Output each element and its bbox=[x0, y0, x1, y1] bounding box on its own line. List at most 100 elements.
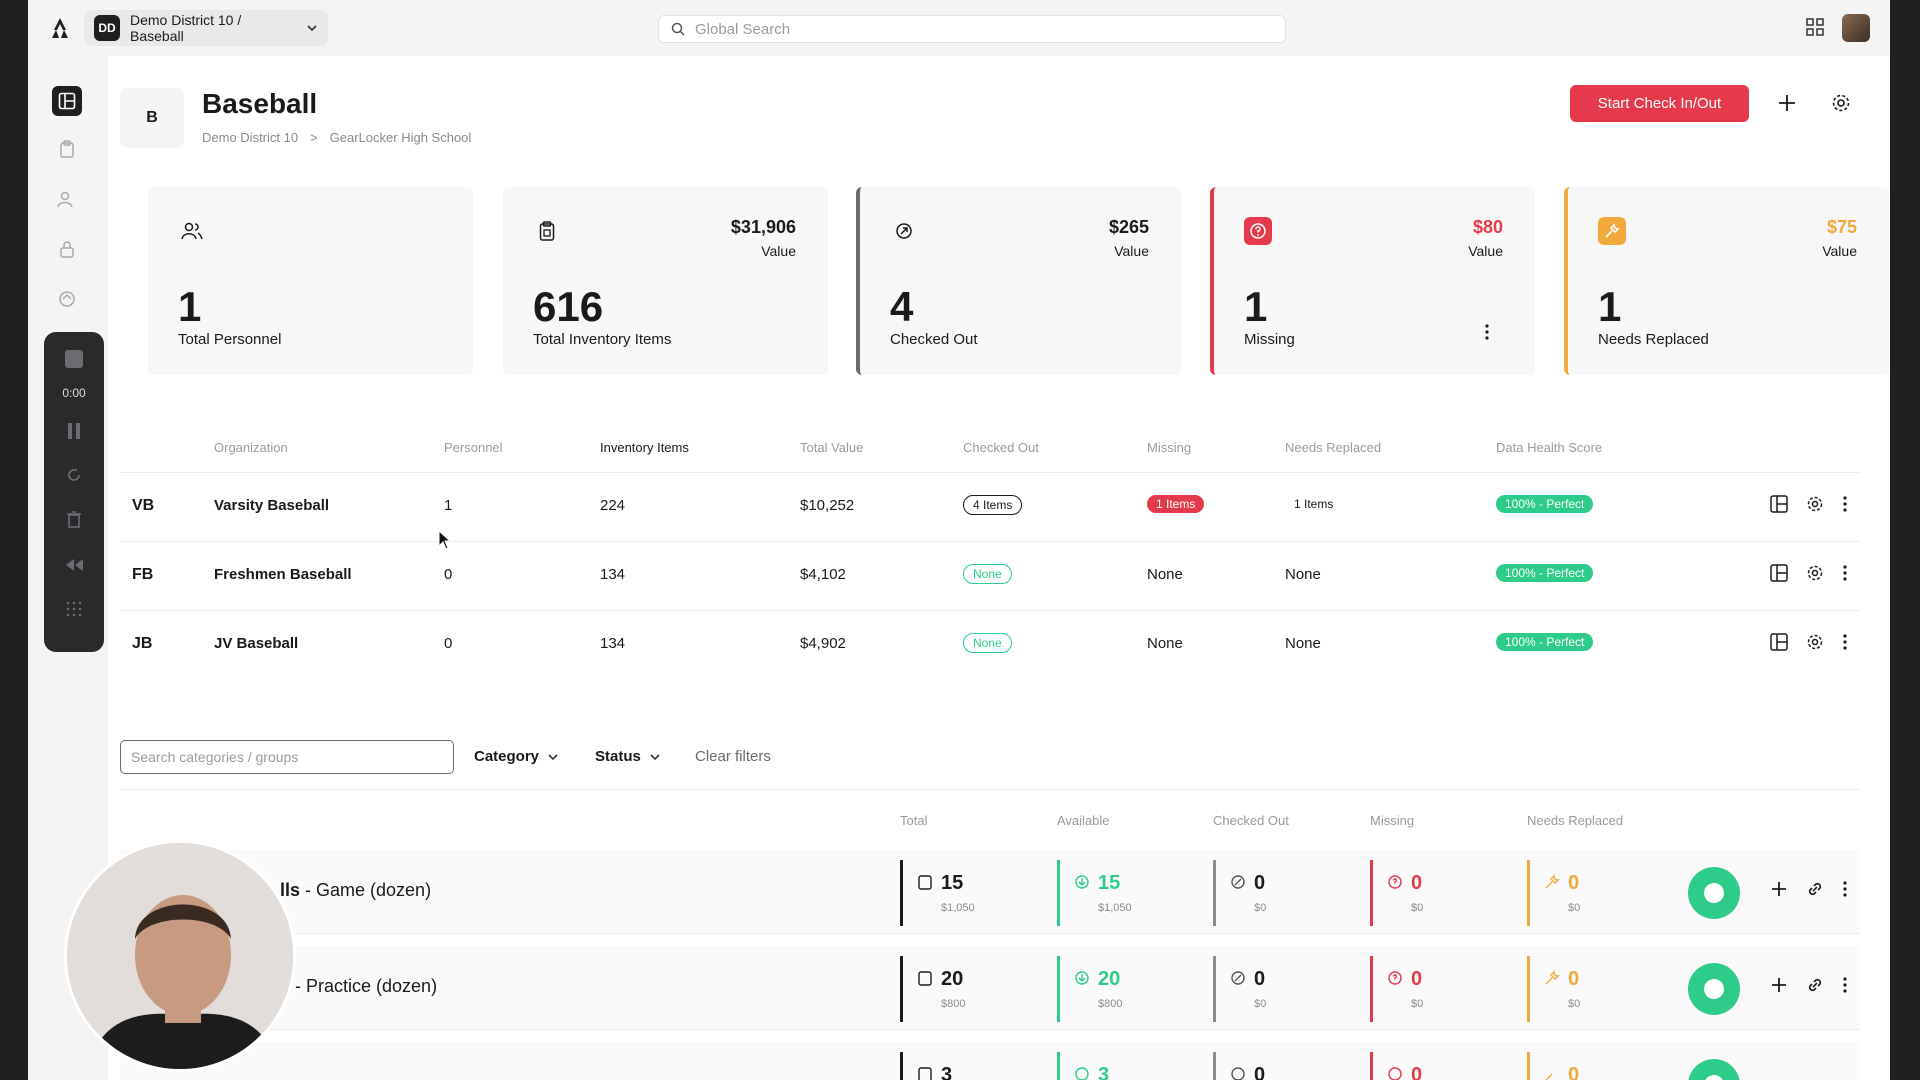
dashboard-icon[interactable] bbox=[1770, 564, 1788, 582]
status-dropdown[interactable]: Status bbox=[595, 748, 661, 765]
kebab-menu-icon[interactable] bbox=[1484, 323, 1490, 341]
kebab-menu-icon[interactable] bbox=[1842, 880, 1848, 898]
clear-filters-link[interactable]: Clear filters bbox=[695, 748, 771, 765]
pause-icon[interactable] bbox=[44, 422, 104, 440]
table-row[interactable]: VB Varsity Baseball 1 224 $10,252 4 Item… bbox=[120, 472, 1860, 540]
kebab-menu-icon[interactable] bbox=[1842, 564, 1848, 582]
kebab-menu-icon[interactable] bbox=[1842, 633, 1848, 651]
org-name[interactable]: JV Baseball bbox=[214, 635, 299, 652]
logo-icon[interactable] bbox=[48, 16, 72, 40]
category-dropdown[interactable]: Category bbox=[474, 748, 559, 765]
dashboard-icon[interactable] bbox=[52, 86, 82, 116]
col-needs-replaced[interactable]: Needs Replaced bbox=[1285, 440, 1382, 455]
org-switcher-label: Demo District 10 / Baseball bbox=[130, 12, 242, 44]
group-name-rest: - Practice (dozen) bbox=[290, 976, 438, 996]
stat-value: $800 bbox=[1098, 998, 1123, 1010]
trash-icon[interactable] bbox=[44, 510, 104, 528]
table-row[interactable]: JB JV Baseball 0 134 $4,902 None None No… bbox=[120, 610, 1860, 678]
stat-count: 0 bbox=[1254, 968, 1266, 990]
col-checked-out: Checked Out bbox=[1213, 813, 1289, 828]
rewind-icon[interactable] bbox=[44, 558, 104, 572]
kebab-menu-icon[interactable] bbox=[1842, 976, 1848, 994]
gear-icon[interactable] bbox=[1806, 495, 1824, 513]
stat-money-label: Value bbox=[761, 243, 796, 259]
global-search-input[interactable]: Global Search bbox=[658, 15, 1286, 43]
stat-value: $0 bbox=[1254, 998, 1267, 1010]
stat-card-inventory[interactable]: $31,906 Value 616 Total Inventory Items bbox=[503, 187, 828, 375]
group-row[interactable]: 3 3 0 0 0 bbox=[120, 1042, 1860, 1080]
breadcrumb-school[interactable]: GearLocker High School bbox=[329, 130, 472, 145]
check-in-out-icon[interactable] bbox=[52, 284, 82, 314]
link-icon[interactable] bbox=[1806, 880, 1824, 898]
missing-question-icon bbox=[1388, 875, 1402, 889]
checked-out-badge[interactable]: 4 Items bbox=[963, 495, 1023, 515]
group-name-bold: lls bbox=[280, 880, 301, 900]
available-icon bbox=[1075, 971, 1089, 985]
stat-card-personnel[interactable]: 1 Total Personnel bbox=[148, 187, 473, 375]
checked-out-badge[interactable]: None bbox=[963, 633, 1012, 653]
link-icon[interactable] bbox=[1806, 976, 1824, 994]
org-switcher[interactable]: DD Demo District 10 / Baseball bbox=[84, 10, 328, 46]
stat-card-checked-out[interactable]: $265 Value 4 Checked Out bbox=[856, 187, 1181, 375]
group-actions bbox=[1770, 880, 1848, 898]
plus-icon[interactable] bbox=[1770, 880, 1788, 898]
group-row[interactable]: s - Practice (dozen) 20 $800 20 $800 0 $0 0… bbox=[120, 946, 1860, 1030]
clipboard-icon bbox=[918, 875, 932, 890]
stat-count: 20 bbox=[941, 968, 964, 990]
status-ring[interactable] bbox=[1688, 1059, 1740, 1080]
col-checked-out[interactable]: Checked Out bbox=[963, 440, 1039, 455]
group-row[interactable]: lls - Game (dozen) 15 $1,050 15 $1,050 0 $0… bbox=[120, 850, 1860, 934]
stop-record-button[interactable] bbox=[44, 350, 104, 368]
col-total-value[interactable]: Total Value bbox=[800, 440, 864, 455]
col-data-health[interactable]: Data Health Score bbox=[1496, 440, 1603, 455]
col-missing[interactable]: Missing bbox=[1147, 440, 1192, 455]
category-search-input[interactable]: Search categories / groups bbox=[120, 740, 454, 774]
stat-money-value: $80 bbox=[1472, 217, 1503, 237]
org-abbr: FB bbox=[132, 566, 154, 583]
col-inventory-items[interactable]: Inventory Items bbox=[600, 440, 689, 455]
status-dropdown-label: Status bbox=[595, 748, 641, 765]
clipboard-icon bbox=[918, 971, 932, 986]
col-organization[interactable]: Organization bbox=[214, 440, 288, 455]
total-value: $10,252 bbox=[800, 497, 855, 514]
status-ring[interactable] bbox=[1688, 867, 1740, 919]
gear-icon[interactable] bbox=[1806, 633, 1824, 651]
status-ring[interactable] bbox=[1688, 963, 1740, 1015]
stat-value: $0 bbox=[1411, 998, 1424, 1010]
org-abbr: VB bbox=[132, 497, 155, 514]
plus-icon[interactable] bbox=[1776, 92, 1798, 114]
org-name[interactable]: Varsity Baseball bbox=[214, 497, 330, 514]
breadcrumb-separator: > bbox=[310, 130, 318, 145]
checked-out-badge[interactable]: None bbox=[963, 564, 1012, 584]
top-bar: DD Demo District 10 / Baseball Global Se… bbox=[28, 0, 1890, 56]
lock-icon[interactable] bbox=[52, 234, 82, 264]
start-check-in-out-button[interactable]: Start Check In/Out bbox=[1570, 85, 1749, 122]
gear-icon[interactable] bbox=[1806, 564, 1824, 582]
needs-replaced-badge[interactable]: 1 Items bbox=[1294, 497, 1334, 511]
kebab-menu-icon[interactable] bbox=[1842, 495, 1848, 513]
group-name[interactable]: s - Practice (dozen) bbox=[280, 976, 437, 997]
presenter-video-icon bbox=[67, 843, 293, 1069]
grid-dots-icon[interactable] bbox=[44, 600, 104, 618]
plus-icon[interactable] bbox=[1770, 976, 1788, 994]
gear-icon[interactable] bbox=[1830, 92, 1852, 114]
col-personnel[interactable]: Personnel bbox=[444, 440, 503, 455]
stat-count: 3 bbox=[941, 1064, 953, 1080]
group-name[interactable]: lls - Game (dozen) bbox=[280, 880, 431, 901]
needs-replaced-value: None bbox=[1285, 566, 1321, 583]
breadcrumb-district[interactable]: Demo District 10 bbox=[202, 130, 299, 145]
org-name[interactable]: Freshmen Baseball bbox=[214, 566, 352, 583]
stat-count: 15 bbox=[1098, 872, 1121, 894]
inventory-icon[interactable] bbox=[52, 134, 82, 164]
stat-count: 0 bbox=[1254, 1064, 1266, 1080]
apps-grid-icon[interactable] bbox=[1806, 18, 1824, 36]
missing-badge[interactable]: 1 Items bbox=[1147, 495, 1205, 513]
table-row[interactable]: FB Freshmen Baseball 0 134 $4,102 None N… bbox=[120, 541, 1860, 609]
dashboard-icon[interactable] bbox=[1770, 633, 1788, 651]
dashboard-icon[interactable] bbox=[1770, 495, 1788, 513]
restart-icon[interactable] bbox=[44, 466, 104, 484]
personnel-icon[interactable] bbox=[52, 184, 82, 214]
user-avatar[interactable] bbox=[1842, 14, 1870, 42]
stat-card-needs-replaced[interactable]: $75 Value 1 Needs Replaced bbox=[1564, 187, 1889, 375]
stat-card-missing[interactable]: $80 Value 1 Missing bbox=[1210, 187, 1535, 375]
